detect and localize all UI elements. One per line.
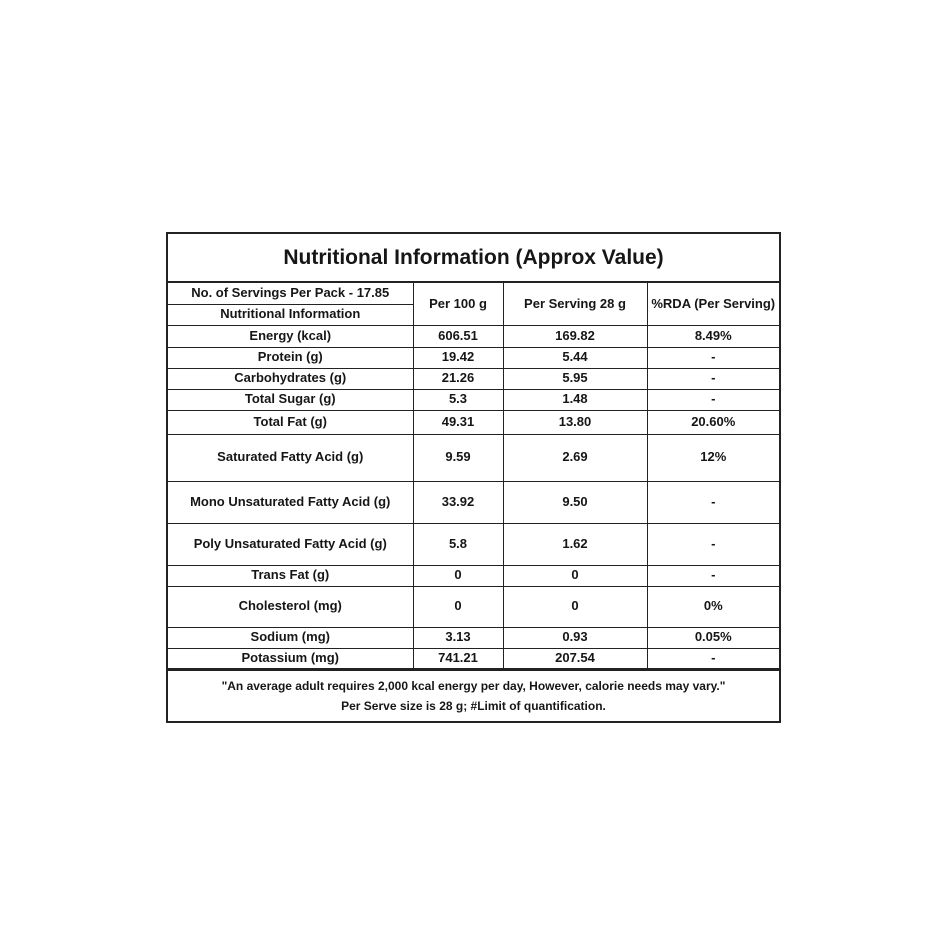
header-rda: %RDA (Per Serving) [646, 283, 779, 326]
value-rda: 8.49% [646, 324, 779, 348]
value-per-100g: 3.13 [412, 626, 504, 649]
value-per-100g: 0 [412, 564, 504, 587]
value-rda: 12% [646, 433, 779, 482]
value-per-serving: 9.50 [502, 480, 648, 524]
header-per-serving: Per Serving 28 g [502, 283, 648, 326]
table-row: Carbohydrates (g) 21.26 5.95- [168, 367, 779, 390]
table-row: Trans Fat (g) 0 0- [168, 564, 779, 587]
value-per-serving: 0.93 [502, 626, 648, 649]
value-per-serving: 1.48 [502, 388, 648, 411]
table-row: Total Fat (g) 49.31 13.80 20.60% [168, 409, 779, 435]
value-rda: - [646, 346, 779, 369]
value-per-100g: 5.3 [412, 388, 504, 411]
table-row: Saturated Fatty Acid (g) 9.59 2.69 12% [168, 433, 779, 482]
value-per-100g: 49.31 [412, 409, 504, 435]
table-row: Potassium (mg) 741.21 207.54- [168, 647, 779, 669]
table-row: Poly Unsaturated Fatty Acid (g) 5.8 1.62- [168, 522, 779, 566]
table-row: Sodium (mg) 3.13 0.93 0.05% [168, 626, 779, 649]
value-per-serving: 0 [502, 585, 648, 628]
value-per-serving: 5.95 [502, 367, 648, 390]
nutrient-name: Energy (kcal) [168, 324, 414, 348]
table-row: Cholesterol (mg) 0 0 0% [168, 585, 779, 628]
table-row: Mono Unsaturated Fatty Acid (g) 33.92 9.50… [168, 480, 779, 524]
footer-notes: "An average adult requires 2,000 kcal en… [168, 668, 779, 721]
value-per-serving: 207.54 [502, 647, 648, 669]
value-rda: - [646, 480, 779, 524]
nutrient-name: Poly Unsaturated Fatty Acid (g) [168, 522, 414, 566]
nutrient-name: Mono Unsaturated Fatty Acid (g) [168, 480, 414, 524]
header-row: No. of Servings Per Pack - 17.85 Per 100… [168, 283, 779, 326]
value-per-100g: 0 [412, 585, 504, 628]
label-title: Nutritional Information (Approx Value) [168, 234, 779, 283]
value-per-serving: 2.69 [502, 433, 648, 482]
value-per-100g: 741.21 [412, 647, 504, 669]
nutrient-name: Protein (g) [168, 346, 414, 369]
footer-note-serve-size: Per Serve size is 28 g; #Limit of quanti… [341, 698, 606, 713]
value-per-serving: 1.62 [502, 522, 648, 566]
value-rda: 0% [646, 585, 779, 628]
value-rda: 20.60% [646, 409, 779, 435]
nutrient-name: Potassium (mg) [168, 647, 414, 669]
value-rda: - [646, 647, 779, 669]
header-per-100g: Per 100 g [412, 283, 504, 326]
value-per-serving: 5.44 [502, 346, 648, 369]
nutrient-name: Carbohydrates (g) [168, 367, 414, 390]
nutrient-name: Total Fat (g) [168, 409, 414, 435]
nutrient-name: Sodium (mg) [168, 626, 414, 649]
value-rda: - [646, 388, 779, 411]
value-rda: 0.05% [646, 626, 779, 649]
nutrient-name: Saturated Fatty Acid (g) [168, 433, 414, 482]
nutrition-label: Nutritional Information (Approx Value) N… [166, 232, 781, 723]
value-rda: - [646, 367, 779, 390]
header-nutrient: Nutritional Information [168, 303, 413, 326]
nutrient-name: Total Sugar (g) [168, 388, 414, 411]
value-per-100g: 21.26 [412, 367, 504, 390]
nutrition-table: No. of Servings Per Pack - 17.85 Per 100… [168, 283, 779, 669]
value-per-100g: 9.59 [412, 433, 504, 482]
value-per-100g: 5.8 [412, 522, 504, 566]
value-per-serving: 0 [502, 564, 648, 587]
nutrient-name: Trans Fat (g) [168, 564, 414, 587]
table-row: Energy (kcal) 606.51 169.82 8.49% [168, 324, 779, 348]
nutrient-name: Cholesterol (mg) [168, 585, 414, 628]
table-row: Protein (g) 19.42 5.44- [168, 346, 779, 369]
value-per-serving: 169.82 [502, 324, 648, 348]
value-per-serving: 13.80 [502, 409, 648, 435]
servings-per-pack: No. of Servings Per Pack - 17.85 [168, 283, 414, 305]
value-per-100g: 19.42 [412, 346, 504, 369]
value-per-100g: 606.51 [412, 324, 504, 348]
value-rda: - [646, 564, 779, 587]
table-row: Total Sugar (g) 5.3 1.48- [168, 388, 779, 411]
value-rda: - [646, 522, 779, 566]
header-row: Nutritional Information [168, 303, 779, 326]
value-per-100g: 33.92 [412, 480, 504, 524]
footer-note-energy: "An average adult requires 2,000 kcal en… [221, 678, 726, 693]
